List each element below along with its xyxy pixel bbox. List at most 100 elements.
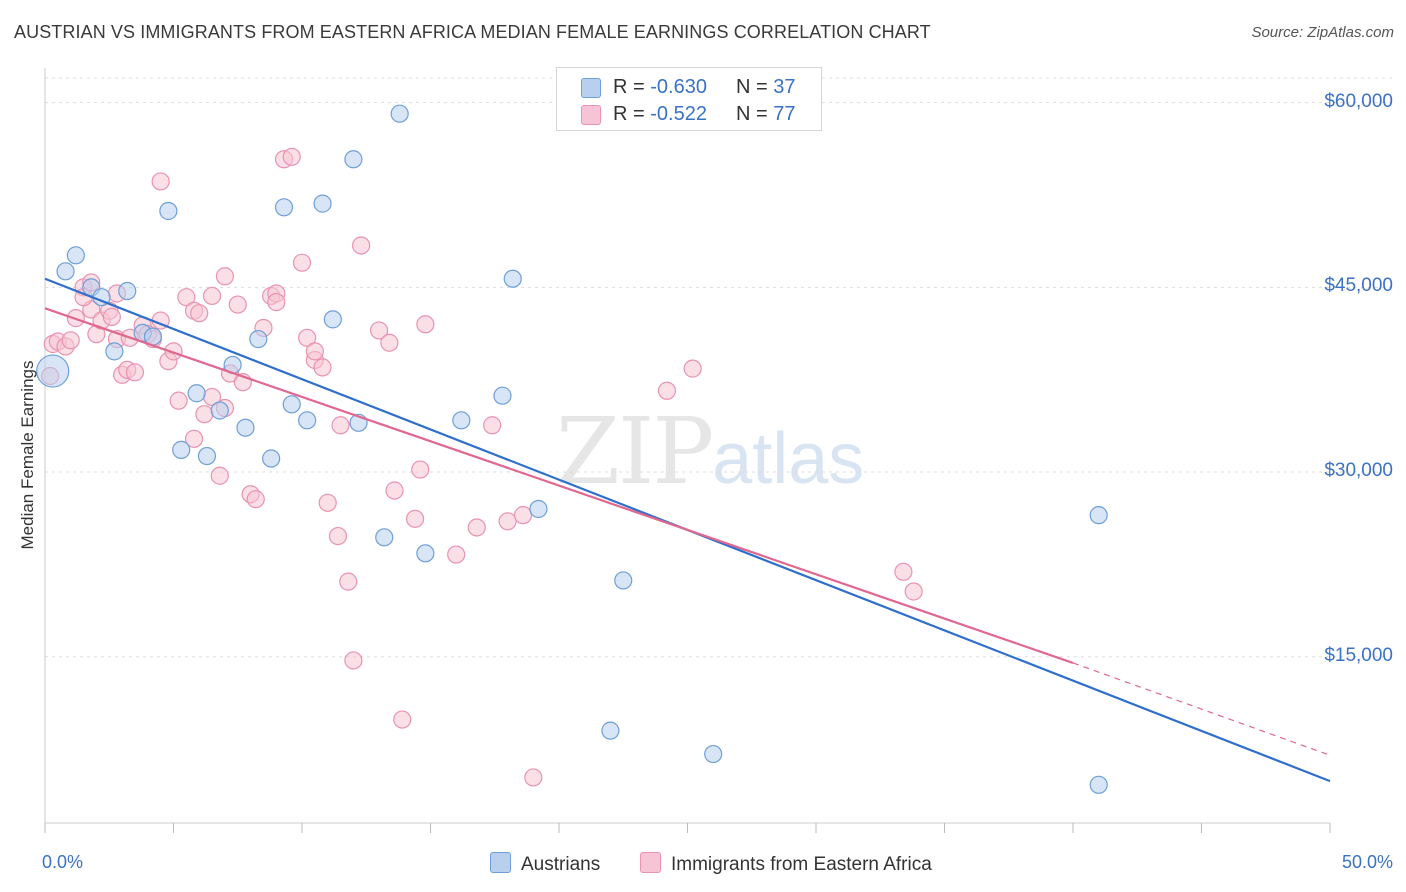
data-point-eastern-africa [370,321,389,340]
data-point-austrians [416,544,435,563]
y-tick-label: $45,000 [1324,275,1393,297]
data-point-eastern-africa [483,416,502,435]
data-point-austrians [493,386,512,405]
data-point-eastern-africa [177,288,196,307]
data-point-eastern-africa [102,307,121,326]
data-point-austrians [262,449,281,468]
data-point-austrians [601,721,620,740]
data-point-eastern-africa [380,333,399,352]
legend-label-eastern-africa: Immigrants from Eastern Africa [671,854,932,875]
legend-n-label: N = [736,103,774,125]
data-point-eastern-africa [190,304,209,323]
legend-n-value: 37 [773,76,796,98]
data-point-austrians [282,395,301,414]
correlation-legend: R = -0.630 N = 37 R = -0.522 N = 77 [556,67,822,131]
data-point-austrians [187,384,206,403]
data-point-eastern-africa [904,582,923,601]
data-point-austrians [1089,775,1108,794]
data-point-austrians [614,571,633,590]
data-point-eastern-africa [393,710,412,729]
data-point-eastern-africa [524,768,543,787]
legend-r: R = -0.522 [613,103,707,126]
data-point-eastern-africa [164,342,183,361]
data-point-austrians [503,269,522,288]
data-point-eastern-africa [305,342,324,361]
data-point-austrians [105,342,124,361]
legend-swatch-blue [581,78,601,98]
legend-label-austrians: Austrians [521,854,601,875]
y-tick-label: $15,000 [1324,644,1393,666]
legend-r-value: -0.630 [650,76,707,98]
data-point-austrians [704,744,723,764]
data-point-eastern-africa [331,416,350,435]
source-label: Source: ZipAtlas.com [1251,24,1394,41]
legend-swatch-pink [581,105,601,125]
data-point-eastern-africa [657,381,677,400]
watermark: ZIPatlas [556,398,864,505]
data-point-austrians [298,411,317,430]
data-point-austrians [172,440,191,459]
data-point-eastern-africa [416,315,435,334]
data-point-eastern-africa [292,253,312,272]
legend-r-label: R = [613,103,651,125]
watermark-zip: ZIP [556,398,714,505]
trend-lines [44,277,1331,783]
data-point-austrians [390,104,409,123]
data-point-eastern-africa [282,147,301,166]
x-tick-label-max: 50.0% [1341,852,1393,872]
legend-item-austrians[interactable]: Austrians [490,852,600,876]
data-point-eastern-africa [151,172,170,191]
data-point-austrians [56,262,75,281]
data-point-eastern-africa [125,363,145,382]
legend-swatch-pink [640,852,661,873]
data-point-eastern-africa [228,295,247,314]
legend-r-label: R = [613,76,651,98]
y-tick-label: $60,000 [1324,90,1393,112]
data-point-eastern-africa [169,391,188,410]
data-point-eastern-africa [344,651,363,670]
data-point-austrians [375,528,394,547]
data-point-eastern-africa [267,293,286,312]
legend-n-value: 77 [773,103,796,125]
data-point-austrians [1089,506,1108,525]
legend-r-value: -0.522 [650,103,707,125]
data-point-eastern-africa [318,493,337,512]
grid-lines [45,77,1393,658]
y-tick-label: $30,000 [1324,460,1393,482]
data-point-eastern-africa [328,526,348,546]
data-point-eastern-africa [313,358,332,377]
data-point-eastern-africa [339,572,358,591]
data-point-eastern-africa [447,545,466,564]
data-point-austrians [323,310,342,329]
data-point-austrians [249,329,268,349]
data-point-eastern-africa [210,466,229,485]
data-point-austrians [236,418,255,437]
data-point-eastern-africa [405,509,425,528]
chart-title: AUSTRIAN VS IMMIGRANTS FROM EASTERN AFRI… [14,22,931,42]
data-point-eastern-africa [385,481,404,500]
data-point-austrians [36,354,70,388]
y-axis-label: Median Female Earnings [18,360,37,550]
trend-line-eastern-africa-extension [1072,662,1331,756]
data-point-eastern-africa [894,562,913,581]
data-point-eastern-africa [246,490,265,509]
data-point-austrians [197,446,217,466]
data-point-austrians [159,201,178,221]
data-point-austrians [210,401,229,420]
data-point-austrians [529,499,548,519]
data-point-austrians [118,281,137,301]
data-point-eastern-africa [202,286,222,306]
legend-swatch-blue [490,852,511,873]
legend-n-label: N = [736,76,774,98]
data-point-austrians [344,150,363,169]
axes [44,68,1331,833]
data-point-austrians [66,246,85,265]
data-point-eastern-africa [298,328,317,347]
legend-item-eastern-africa[interactable]: Immigrants from Eastern Africa [640,852,932,876]
blue-points [36,104,1108,794]
data-point-eastern-africa [411,460,430,479]
trend-line-eastern-africa [44,307,1074,664]
legend-n: N = 37 [736,76,796,99]
legend-n: N = 77 [736,103,796,126]
